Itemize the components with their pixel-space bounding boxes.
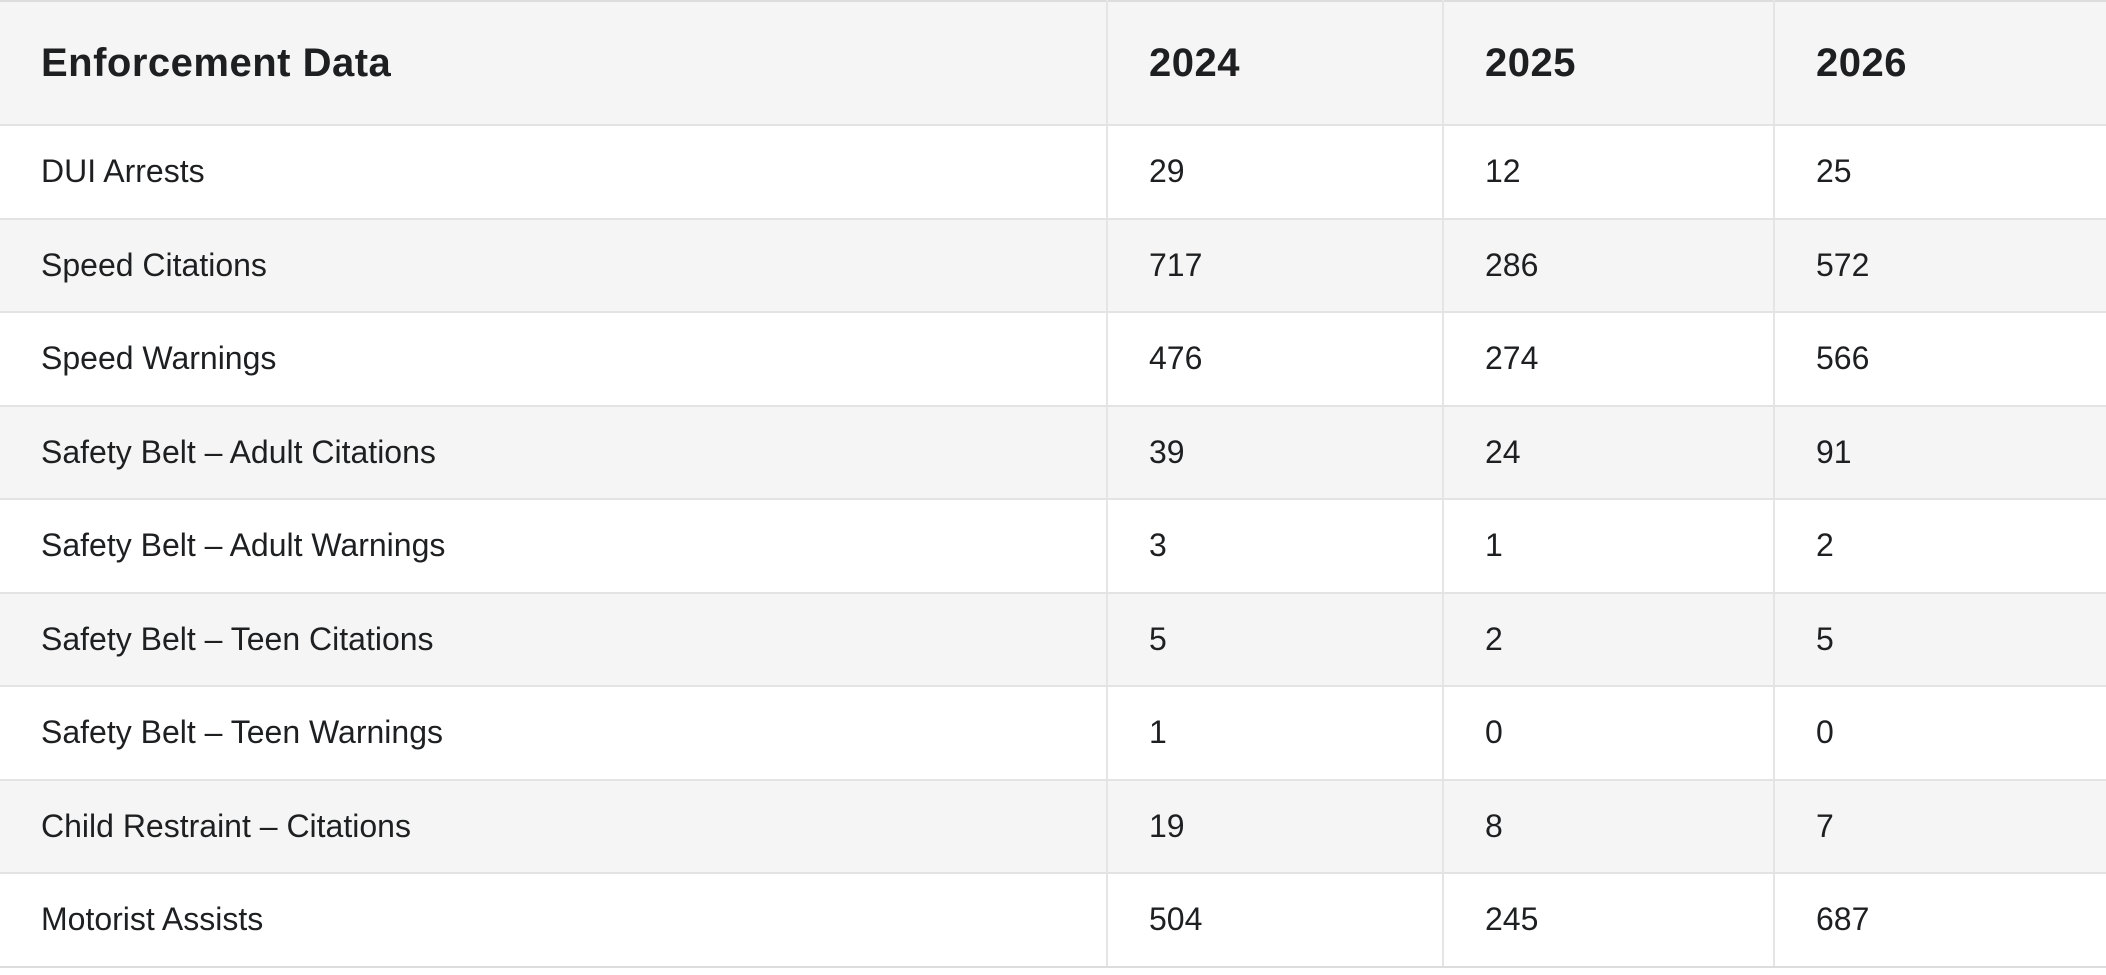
value-cell: 7	[1773, 779, 2106, 874]
value-cell: 1	[1106, 686, 1443, 781]
value-cell: 0	[1442, 686, 1774, 781]
value-cell: 29	[1106, 125, 1443, 220]
value-cell: 5	[1773, 592, 2106, 687]
row-label-cell: Safety Belt – Teen Warnings	[0, 686, 1107, 781]
row-label-cell: Speed Citations	[0, 218, 1107, 313]
value-cell: 3	[1106, 499, 1443, 594]
table-row: Safety Belt – Adult Warnings 3 1 2	[0, 499, 2106, 594]
value-cell: 566	[1773, 312, 2106, 407]
table-row: Safety Belt – Teen Warnings 1 0 0	[0, 686, 2106, 781]
row-label-cell: Safety Belt – Adult Citations	[0, 405, 1107, 500]
value-cell: 5	[1106, 592, 1443, 687]
table-row: Safety Belt – Teen Citations 5 2 5	[0, 592, 2106, 687]
table-row: Speed Citations 717 286 572	[0, 218, 2106, 313]
value-cell: 12	[1442, 125, 1774, 220]
table-row: Speed Warnings 476 274 566	[0, 312, 2106, 407]
value-cell: 25	[1773, 125, 2106, 220]
value-cell: 1	[1442, 499, 1774, 594]
column-header-enforcement-data: Enforcement Data	[0, 1, 1107, 126]
table-header: Enforcement Data 2024 2025 2026	[0, 1, 2106, 126]
value-cell: 2	[1442, 592, 1774, 687]
value-cell: 0	[1773, 686, 2106, 781]
table-row: Motorist Assists 504 245 687	[0, 873, 2106, 968]
table-row: Child Restraint – Citations 19 8 7	[0, 779, 2106, 874]
table-body: DUI Arrests 29 12 25 Speed Citations 717…	[0, 125, 2106, 968]
value-cell: 2	[1773, 499, 2106, 594]
value-cell: 274	[1442, 312, 1774, 407]
row-label-cell: Safety Belt – Adult Warnings	[0, 499, 1107, 594]
value-cell: 687	[1773, 873, 2106, 968]
value-cell: 245	[1442, 873, 1774, 968]
row-label-cell: Child Restraint – Citations	[0, 779, 1107, 874]
row-label-cell: DUI Arrests	[0, 125, 1107, 220]
row-label-cell: Safety Belt – Teen Citations	[0, 592, 1107, 687]
header-row: Enforcement Data 2024 2025 2026	[0, 1, 2106, 126]
column-header-2025: 2025	[1442, 1, 1774, 126]
value-cell: 91	[1773, 405, 2106, 500]
table-row: Safety Belt – Adult Citations 39 24 91	[0, 405, 2106, 500]
table-row: DUI Arrests 29 12 25	[0, 125, 2106, 220]
value-cell: 19	[1106, 779, 1443, 874]
column-header-2024: 2024	[1106, 1, 1443, 126]
value-cell: 572	[1773, 218, 2106, 313]
value-cell: 286	[1442, 218, 1774, 313]
row-label-cell: Speed Warnings	[0, 312, 1107, 407]
value-cell: 39	[1106, 405, 1443, 500]
value-cell: 717	[1106, 218, 1443, 313]
value-cell: 8	[1442, 779, 1774, 874]
row-label-cell: Motorist Assists	[0, 873, 1107, 968]
value-cell: 476	[1106, 312, 1443, 407]
value-cell: 504	[1106, 873, 1443, 968]
column-header-2026: 2026	[1773, 1, 2106, 126]
value-cell: 24	[1442, 405, 1774, 500]
